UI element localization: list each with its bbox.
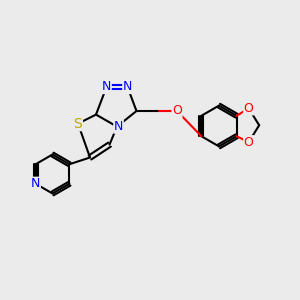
Text: N: N bbox=[102, 80, 111, 94]
Text: O: O bbox=[172, 104, 182, 118]
Text: O: O bbox=[244, 102, 254, 115]
Text: N: N bbox=[114, 120, 123, 133]
Text: O: O bbox=[244, 136, 254, 149]
Text: N: N bbox=[123, 80, 132, 94]
Text: S: S bbox=[74, 117, 82, 130]
Text: N: N bbox=[31, 177, 40, 190]
